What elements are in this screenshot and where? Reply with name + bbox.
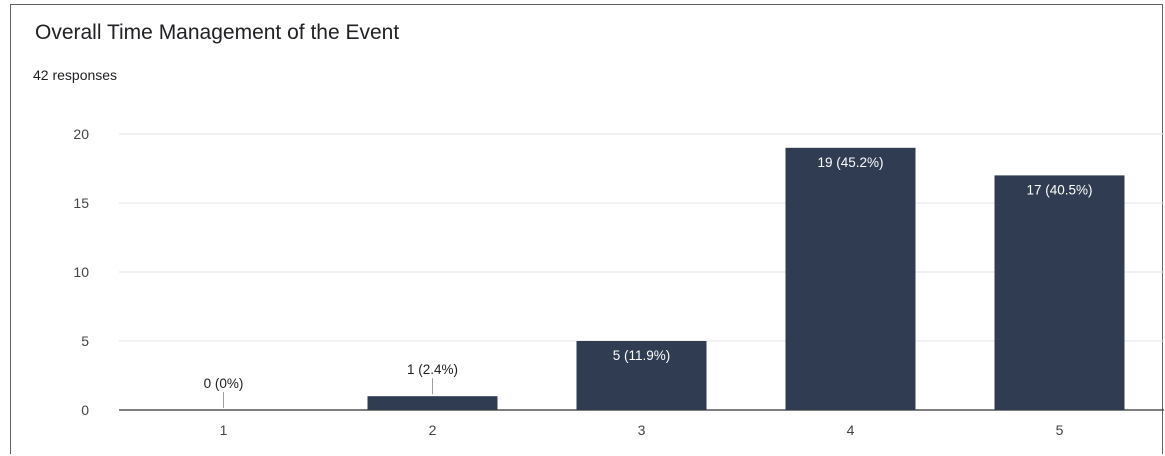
y-tick-label: 5 [81,333,89,349]
data-label: 5 (11.9%) [613,348,671,363]
x-tick-label: 2 [429,422,437,438]
x-tick-label: 5 [1056,422,1064,438]
chart-title: Overall Time Management of the Event [35,21,400,44]
x-tick-label: 3 [638,422,646,438]
x-tick-label: 4 [847,422,855,438]
bar [785,147,916,411]
bar [576,341,707,410]
y-tick-label: 15 [73,195,89,211]
x-tick-label: 1 [220,422,228,438]
data-label: 0 (0%) [204,376,244,391]
chart-card: Overall Time Management of the Event 42 … [10,4,1164,454]
data-label: 19 (45.2%) [817,155,883,170]
response-count: 42 responses [33,67,118,83]
y-tick-label: 20 [73,126,89,142]
data-label: 17 (40.5%) [1026,182,1092,197]
y-tick-label: 10 [73,264,89,280]
y-tick-label: 0 [81,402,89,418]
bar [367,396,498,410]
bar-chart: 0 5 10 15 20 0 (0%) 1 1 (2.4%) 2 5 (11.9%) 3 19 (45… [73,126,1164,438]
bar [994,175,1125,410]
data-label: 1 (2.4%) [407,362,458,377]
